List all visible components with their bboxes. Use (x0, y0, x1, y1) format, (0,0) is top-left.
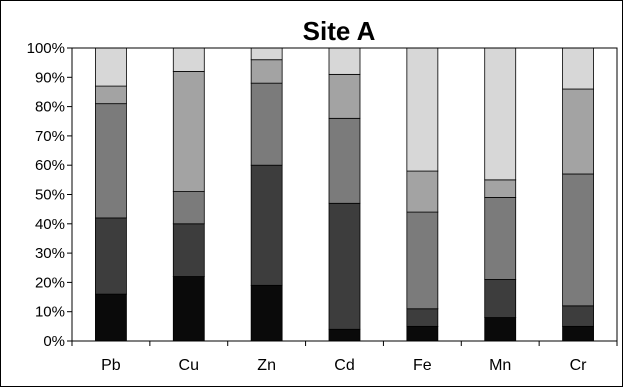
x-tick-label: Cr (570, 357, 588, 374)
plot-area (71, 47, 618, 342)
bar-segment (484, 279, 517, 318)
y-tick-label: 20% (35, 274, 65, 291)
bars (95, 47, 594, 342)
bar-segment (250, 284, 283, 342)
y-tick-label: 50% (35, 187, 65, 204)
bar-segment (250, 59, 283, 84)
bar-segment (406, 308, 439, 327)
y-tick-label: 100% (27, 40, 65, 57)
bar-segment (328, 328, 361, 342)
bar-segment (250, 164, 283, 286)
bar-segment (95, 217, 127, 295)
bar-segment (484, 197, 517, 280)
bar-segment (328, 47, 361, 75)
y-tick-label: 60% (35, 157, 65, 174)
x-tick-label: Mn (489, 357, 511, 374)
bar-segment (484, 317, 517, 342)
x-tick-label: Pb (101, 357, 121, 374)
bar-segment (172, 223, 205, 277)
bar-segment (95, 85, 127, 105)
bar-segment (562, 173, 594, 307)
bar-segment (95, 103, 127, 219)
y-tick-label: 40% (35, 216, 65, 233)
y-tick-label: 0% (43, 333, 65, 350)
x-axis-ticks: Pb Cu Zn Cd Fe Mn Cr (71, 341, 618, 374)
bar-segment (406, 47, 439, 172)
bar-segment (562, 305, 594, 327)
bar-segment (95, 47, 127, 87)
bar-segment (250, 47, 283, 61)
y-tick-label: 90% (35, 69, 65, 86)
bar-segment (406, 170, 439, 213)
bar-segment (172, 276, 205, 342)
bar-segment (328, 117, 361, 204)
bar-segment (562, 88, 594, 175)
y-tick-label: 70% (35, 128, 65, 145)
y-tick-label: 10% (35, 304, 65, 321)
bar-segment (250, 82, 283, 166)
bar-segment (328, 73, 361, 119)
bar-segment (406, 325, 439, 342)
bar-segment (172, 47, 205, 72)
bar-segment (172, 191, 205, 225)
x-tick-label: Fe (413, 357, 432, 374)
bar-segment (95, 293, 127, 342)
bar-segment (328, 202, 361, 330)
y-axis-ticks: 0% 10% 20% 30% 40% 50% 60% 70% 80% 90% 100% (27, 40, 72, 350)
bar-segment (172, 71, 205, 192)
bar-segment (484, 179, 517, 198)
x-tick-label: Zn (257, 357, 276, 374)
y-tick-label: 30% (35, 245, 65, 262)
chart-title: Site A (303, 16, 376, 46)
bar-segment (406, 211, 439, 310)
bar-segment (484, 47, 517, 181)
x-tick-label: Cd (334, 357, 354, 374)
x-tick-label: Cu (179, 357, 199, 374)
bar-segment (562, 47, 594, 90)
y-tick-label: 80% (35, 99, 65, 116)
bar-segment (562, 325, 594, 342)
